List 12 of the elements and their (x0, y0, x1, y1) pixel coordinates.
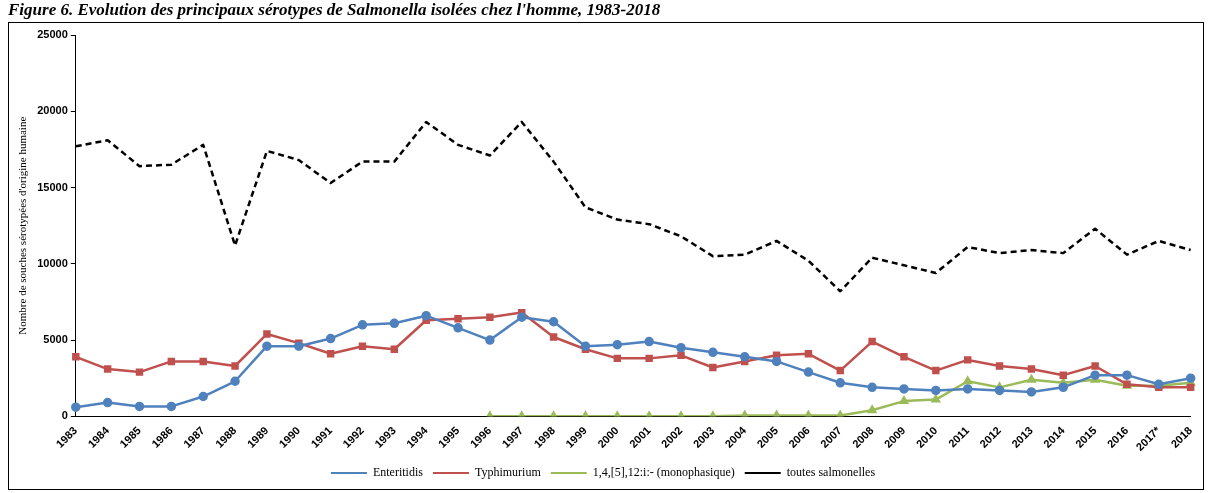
y-tick-label: 15000 (37, 180, 68, 193)
y-axis-title: Nombre de souches sérotypées d'origine humaine (16, 116, 29, 335)
y-tick-label: 20000 (37, 104, 68, 117)
chart-title: Figure 6. Evolution des principaux sérotypes de Salmonella isolées chez l'homme, 1983-2018 (8, 0, 661, 20)
y-tick-label: 10000 (37, 256, 68, 269)
y-tick-label: 25000 (37, 28, 68, 41)
legend-label: Typhimurium (474, 465, 542, 480)
y-tick-label: 5000 (43, 333, 68, 346)
y-tick-label: 0 (61, 409, 68, 422)
legend-label: toutes salmonelles (786, 465, 876, 480)
legend-label: 1,4,[5],12:i:- (monophasique) (592, 465, 735, 480)
legend-label: Enteritidis (372, 465, 424, 480)
